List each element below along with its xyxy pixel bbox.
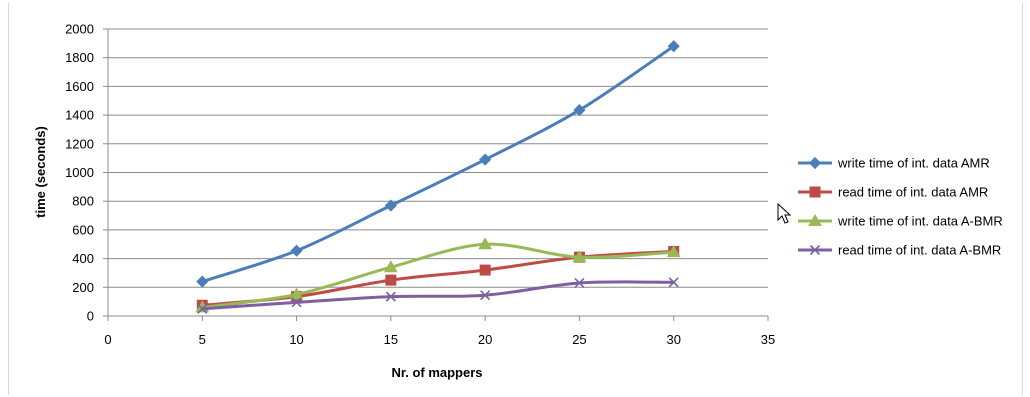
x-tick-label-5: 5	[199, 332, 206, 347]
x-tick-label-25: 25	[572, 332, 586, 347]
y-tick-label-600: 600	[72, 222, 94, 237]
series-4-point-20	[480, 290, 491, 301]
series-4	[197, 277, 679, 314]
series-4-line	[200, 280, 676, 311]
series-1-point-20	[479, 153, 492, 166]
y-tick-label-2000: 2000	[65, 22, 94, 37]
series-4-point-30	[668, 277, 679, 288]
x-tick-label-20: 20	[478, 332, 492, 347]
x-axis-title: Nr. of mappers	[391, 365, 482, 380]
axes	[103, 28, 769, 321]
series-1	[196, 40, 680, 288]
legend-label-3: write time of int. data A-BMR	[837, 214, 1003, 229]
chart-frame	[8, 3, 1023, 395]
mouse-cursor-icon	[777, 202, 792, 224]
series-4-point-15	[385, 291, 396, 302]
series-1-point-25	[573, 104, 586, 117]
legend-label-2: read time of int. data AMR	[838, 185, 988, 200]
y-tick-label-1600: 1600	[65, 79, 94, 94]
x-tick-label-30: 30	[666, 332, 680, 347]
series-3-point-25	[572, 250, 587, 263]
legend-swatch-marker-4	[809, 244, 821, 256]
x-tick-label-15: 15	[384, 332, 398, 347]
legend-item-4: read time of int. data A-BMR	[798, 243, 1001, 258]
series-layer	[195, 40, 681, 314]
series-1-line	[200, 44, 676, 284]
x-tick-label-35: 35	[761, 332, 775, 347]
y-tick-label-200: 200	[72, 280, 94, 295]
series-1-point-15	[384, 199, 397, 212]
y-axis-title: time (seconds)	[33, 126, 48, 218]
series-1-point-10	[290, 244, 303, 257]
legend-swatch-marker-3	[808, 213, 822, 226]
series-3-point-20	[478, 237, 493, 250]
y-tick-labels: 0 200 400 600 800 1000 1200 1400 1600 1800 2000	[65, 22, 94, 324]
series-3-point-10	[289, 287, 304, 300]
legend-item-2: read time of int. data AMR	[798, 185, 988, 200]
legend-swatch-marker-2	[809, 186, 821, 198]
series-4-point-10	[291, 297, 302, 308]
y-tick-label-0: 0	[87, 309, 94, 324]
series-2-point-15	[385, 274, 397, 286]
series-3-point-30	[666, 245, 681, 258]
x-tick-label-0: 0	[104, 332, 111, 347]
series-3-point-15	[383, 260, 398, 273]
legend-item-1: write time of int. data AMR	[798, 156, 990, 171]
y-tick-label-400: 400	[72, 251, 94, 266]
y-tick-label-1400: 1400	[65, 108, 94, 123]
y-tick-label-1000: 1000	[65, 165, 94, 180]
series-4-point-5	[197, 303, 208, 314]
series-1-point-5	[196, 275, 209, 288]
series-3-line	[200, 242, 676, 309]
y-tick-label-1800: 1800	[65, 50, 94, 65]
series-4-point-25	[574, 277, 585, 289]
legend-label-1: write time of int. data AMR	[837, 156, 990, 171]
legend-swatch-marker-1	[808, 156, 822, 170]
legend-label-4: read time of int. data A-BMR	[838, 243, 1001, 258]
gridlines	[108, 28, 768, 288]
legend: write time of int. data AMR read time of …	[798, 156, 1003, 258]
series-1-point-30	[667, 40, 680, 53]
x-tick-label-10: 10	[289, 332, 303, 347]
y-tick-label-1200: 1200	[65, 136, 94, 151]
legend-item-3: write time of int. data A-BMR	[798, 214, 1003, 229]
series-2-point-20	[479, 264, 491, 276]
x-tick-labels: 0 5 10 15 20 25 30 35	[104, 332, 775, 347]
y-tick-label-800: 800	[72, 194, 94, 209]
